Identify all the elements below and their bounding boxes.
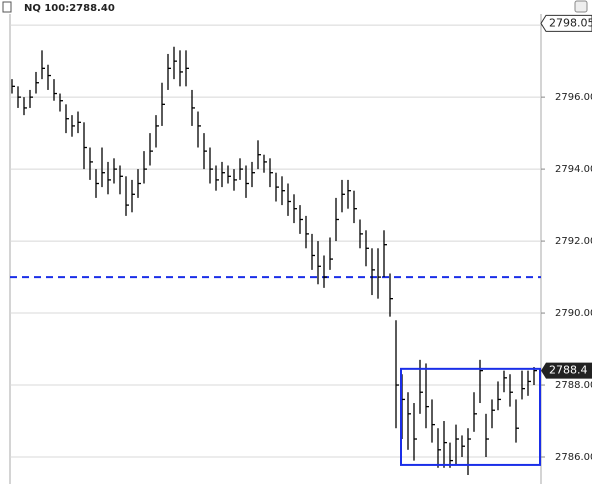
marker-label: 2798.05 (549, 16, 592, 29)
annotation-box (400, 367, 541, 466)
chart-title: NQ 100:2788.40 (24, 3, 115, 14)
y-tick-label: 2792.00 (555, 236, 592, 247)
y-tick-label: 2790.00 (555, 308, 592, 319)
y-tick-label: 2794.00 (555, 164, 592, 175)
price-label-box (541, 362, 592, 379)
header-icon[interactable] (2, 1, 12, 13)
y-tick-label: 2796.00 (555, 92, 592, 103)
marker-label-box (540, 14, 592, 32)
header (0, 0, 592, 14)
y-tick-label: 2786.00 (555, 452, 592, 463)
scroll-button[interactable] (574, 0, 588, 13)
y-tick-label: 2788.00 (555, 380, 592, 391)
last-price-label: 2788.4 (549, 364, 588, 377)
